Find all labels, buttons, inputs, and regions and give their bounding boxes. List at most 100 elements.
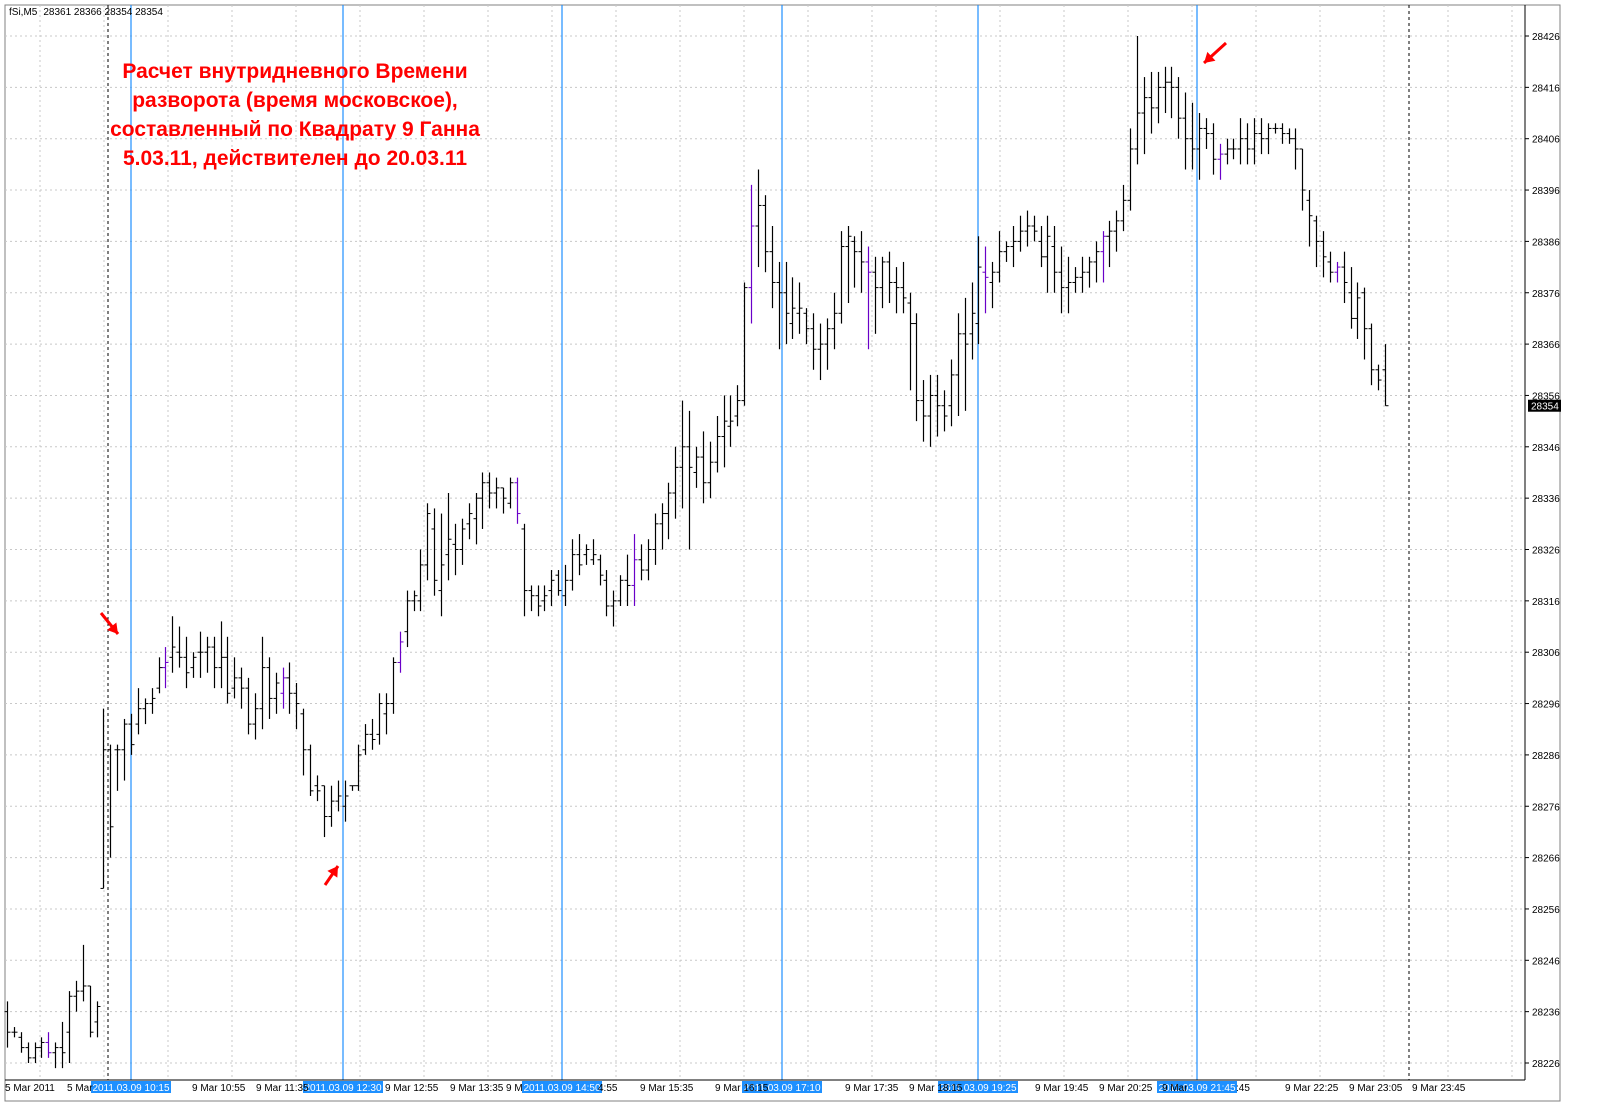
ohlc-bar [769, 225, 776, 309]
ohlc-bar [721, 395, 728, 468]
ohlc-bar [1375, 364, 1382, 391]
ohlc-bar [1010, 225, 1017, 268]
chart-symbol-label: fSi,M5 28361 28366 28354 28354 [9, 7, 163, 18]
ohlc-bar [1382, 344, 1389, 407]
ohlc-bar [25, 1042, 32, 1063]
ohlc-bar [1361, 287, 1368, 360]
ohlc-bar [38, 1037, 45, 1058]
ohlc-bar [879, 256, 886, 309]
ohlc-bar [1217, 143, 1224, 180]
ohlc-bar [362, 724, 369, 755]
ohlc-bar [1086, 256, 1093, 288]
ohlc-bar [672, 446, 679, 519]
ohlc-bar [521, 523, 528, 617]
ohlc-bar [817, 323, 824, 381]
ohlc-bar [686, 410, 693, 550]
ohlc-bar [1100, 231, 1107, 283]
ohlc-bar [776, 261, 783, 350]
ohlc-bar [576, 534, 583, 576]
ohlc-bar [796, 282, 803, 334]
ohlc-bar [32, 1042, 39, 1063]
ohlc-bar [80, 944, 87, 1002]
price-tick-label: 28336 [1532, 494, 1560, 505]
ohlc-bar [927, 374, 934, 447]
ohlc-bar [1327, 251, 1334, 283]
ohlc-bar [700, 431, 707, 504]
price-tick-label: 28346 [1532, 443, 1560, 454]
ohlc-bar [73, 980, 80, 1012]
ohlc-bar [383, 693, 390, 735]
ohlc-bar [762, 195, 769, 273]
ohlc-bar [1079, 256, 1086, 293]
ohlc-bar [748, 184, 755, 324]
price-tick-label: 28396 [1532, 186, 1560, 197]
ohlc-bar [982, 246, 989, 314]
ohlc-bar [479, 472, 486, 529]
ohlc-bar [851, 236, 858, 288]
ohlc-bar [355, 744, 362, 791]
price-tick-label: 28356 [1532, 391, 1560, 402]
ohlc-bar [1072, 267, 1079, 293]
reversal-time-label: 2011.03.09 10:15 [92, 1083, 170, 1094]
ohlc-bar [1224, 138, 1231, 165]
ohlc-bar [411, 590, 418, 612]
price-tick-label: 28296 [1532, 700, 1560, 711]
ohlc-bar [969, 282, 976, 360]
arrow-head [327, 866, 338, 878]
ohlc-bar [266, 657, 273, 719]
ohlc-bar [603, 570, 610, 617]
ohlc-bar [121, 718, 128, 781]
time-tick-label: 9 Mar [1162, 1083, 1188, 1094]
ohlc-bar [176, 626, 183, 668]
ohlc-bar [1148, 71, 1155, 134]
time-tick-label: 9 Mar 19:45 [1035, 1083, 1089, 1094]
ohlc-bar [872, 256, 879, 334]
ohlc-bar [286, 662, 293, 714]
ohlc-bar [824, 318, 831, 370]
ohlc-bar [707, 441, 714, 499]
time-tick-label: 9 Mar 11:35 [256, 1083, 309, 1094]
time-tick-label: 5 Mar 2011 [5, 1083, 55, 1094]
ohlc-bar [335, 780, 342, 812]
ohlc-bar [1348, 267, 1355, 329]
reversal-time-tag [742, 1081, 822, 1093]
ohlc-bar [390, 657, 397, 714]
price-tick-label: 28406 [1532, 135, 1560, 146]
ohlc-bar [307, 744, 314, 796]
ohlc-bar [714, 415, 721, 473]
ohlc-bar [693, 446, 700, 488]
ohlc-bar [1003, 241, 1010, 262]
ohlc-bar [183, 636, 190, 689]
ohlc-bar [1196, 113, 1203, 180]
price-bars [4, 36, 1389, 1069]
ohlc-bar [369, 718, 376, 750]
ohlc-bar [1168, 66, 1175, 119]
ohlc-bar [493, 477, 500, 509]
ohlc-bar [514, 477, 521, 524]
ohlc-bar [610, 590, 617, 627]
ohlc-bar [100, 708, 107, 889]
ohlc-bar [169, 616, 176, 673]
reversal-time-label: 2011.03.09 14:50 [523, 1083, 601, 1094]
ohlc-bar [913, 313, 920, 422]
ohlc-bar [94, 1001, 101, 1038]
reversal-time-tag [1157, 1081, 1237, 1093]
ohlc-bar [1299, 148, 1306, 211]
ohlc-bar [1251, 118, 1258, 165]
ohlc-bar [11, 1027, 18, 1038]
ohlc-bar [1175, 77, 1182, 139]
ohlc-bar [989, 261, 996, 309]
price-tick-label: 28236 [1532, 1008, 1560, 1019]
ohlc-bar [245, 677, 252, 735]
ohlc-bar [996, 231, 1003, 283]
ohlc-bar [948, 359, 955, 427]
ohlc-bar [803, 308, 810, 345]
ohlc-bar [659, 503, 666, 550]
ohlc-bar [1120, 184, 1127, 232]
annotation-line: Расчет внутридневного Времени [122, 60, 467, 83]
ohlc-bar [466, 503, 473, 540]
ohlc-bar [1031, 215, 1038, 242]
ohlc-bar [1244, 123, 1251, 165]
price-tick-label: 28366 [1532, 340, 1560, 351]
ohlc-bar [231, 657, 238, 699]
